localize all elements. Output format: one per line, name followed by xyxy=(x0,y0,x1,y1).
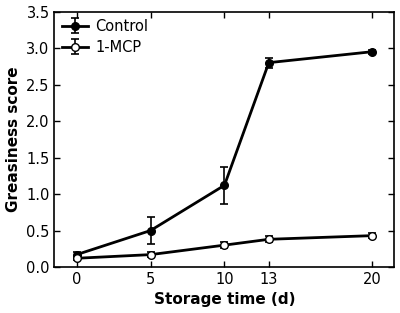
X-axis label: Storage time (d): Storage time (d) xyxy=(154,292,295,307)
Y-axis label: Greasiness score: Greasiness score xyxy=(6,66,20,212)
Legend: Control, 1-MCP: Control, 1-MCP xyxy=(59,16,151,58)
